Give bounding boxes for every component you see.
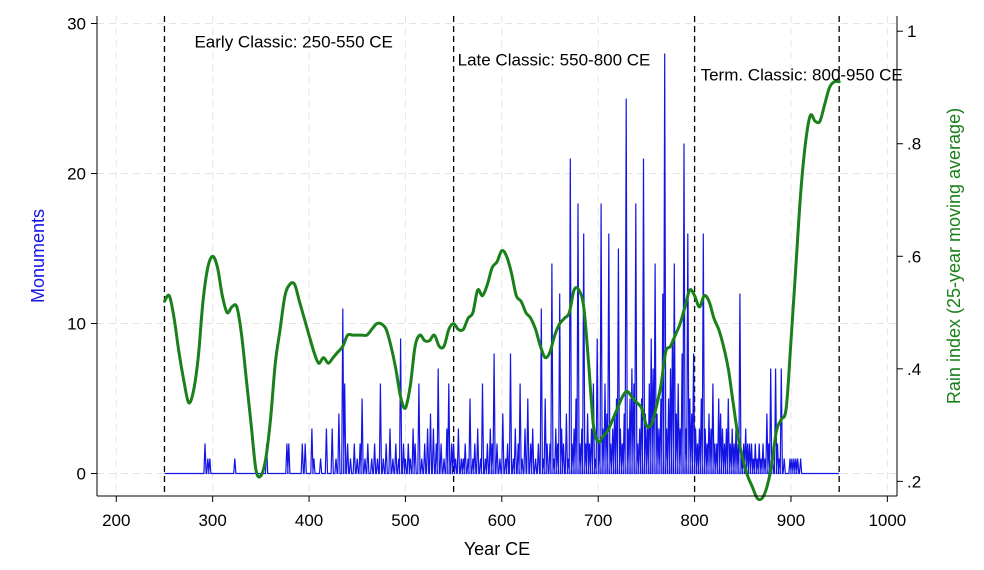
rain-index-line <box>163 79 841 502</box>
x-tick-label-800: 800 <box>680 511 708 530</box>
period-labels: Early Classic: 250-550 CE Late Classic: 5… <box>194 33 902 85</box>
right-tick-label-1: 1 <box>907 22 916 41</box>
x-tick-label-1000: 1000 <box>868 511 906 530</box>
x-tick-label-400: 400 <box>295 511 323 530</box>
left-axis-ticks: 0 10 20 30 <box>67 15 97 484</box>
left-tick-label-20: 20 <box>67 165 86 184</box>
right-tick-label-.2: .2 <box>907 472 921 491</box>
x-tick-label-600: 600 <box>488 511 516 530</box>
left-tick-label-10: 10 <box>67 315 86 334</box>
left-tick-label-30: 30 <box>67 15 86 34</box>
right-tick-label-.8: .8 <box>907 135 921 154</box>
x-tick-label-300: 300 <box>198 511 226 530</box>
left-axis-title: Monuments <box>28 209 48 303</box>
right-axis-title: Rain index (25-year moving average) <box>944 108 964 404</box>
right-tick-label-.4: .4 <box>907 360 921 379</box>
x-tick-label-900: 900 <box>777 511 805 530</box>
x-tick-label-200: 200 <box>102 511 130 530</box>
rain-index-series <box>163 79 841 502</box>
right-tick-label-.6: .6 <box>907 247 921 266</box>
period-label-3: Term. Classic: 800-950 CE <box>701 66 903 85</box>
period-label-2: Late Classic: 550-800 CE <box>458 51 651 70</box>
monuments-series <box>164 53 840 475</box>
x-tick-label-500: 500 <box>391 511 419 530</box>
right-axis-ticks: .2 .4 .6 .8 1 <box>897 22 921 491</box>
x-tick-label-700: 700 <box>584 511 612 530</box>
x-axis-title: Year CE <box>464 539 530 559</box>
period-label-1: Early Classic: 250-550 CE <box>194 33 392 52</box>
x-axis-ticks: 200 300 400 500 600 700 800 900 1000 <box>102 496 906 530</box>
monuments-spike-series <box>164 53 840 475</box>
left-tick-label-0: 0 <box>77 465 86 484</box>
